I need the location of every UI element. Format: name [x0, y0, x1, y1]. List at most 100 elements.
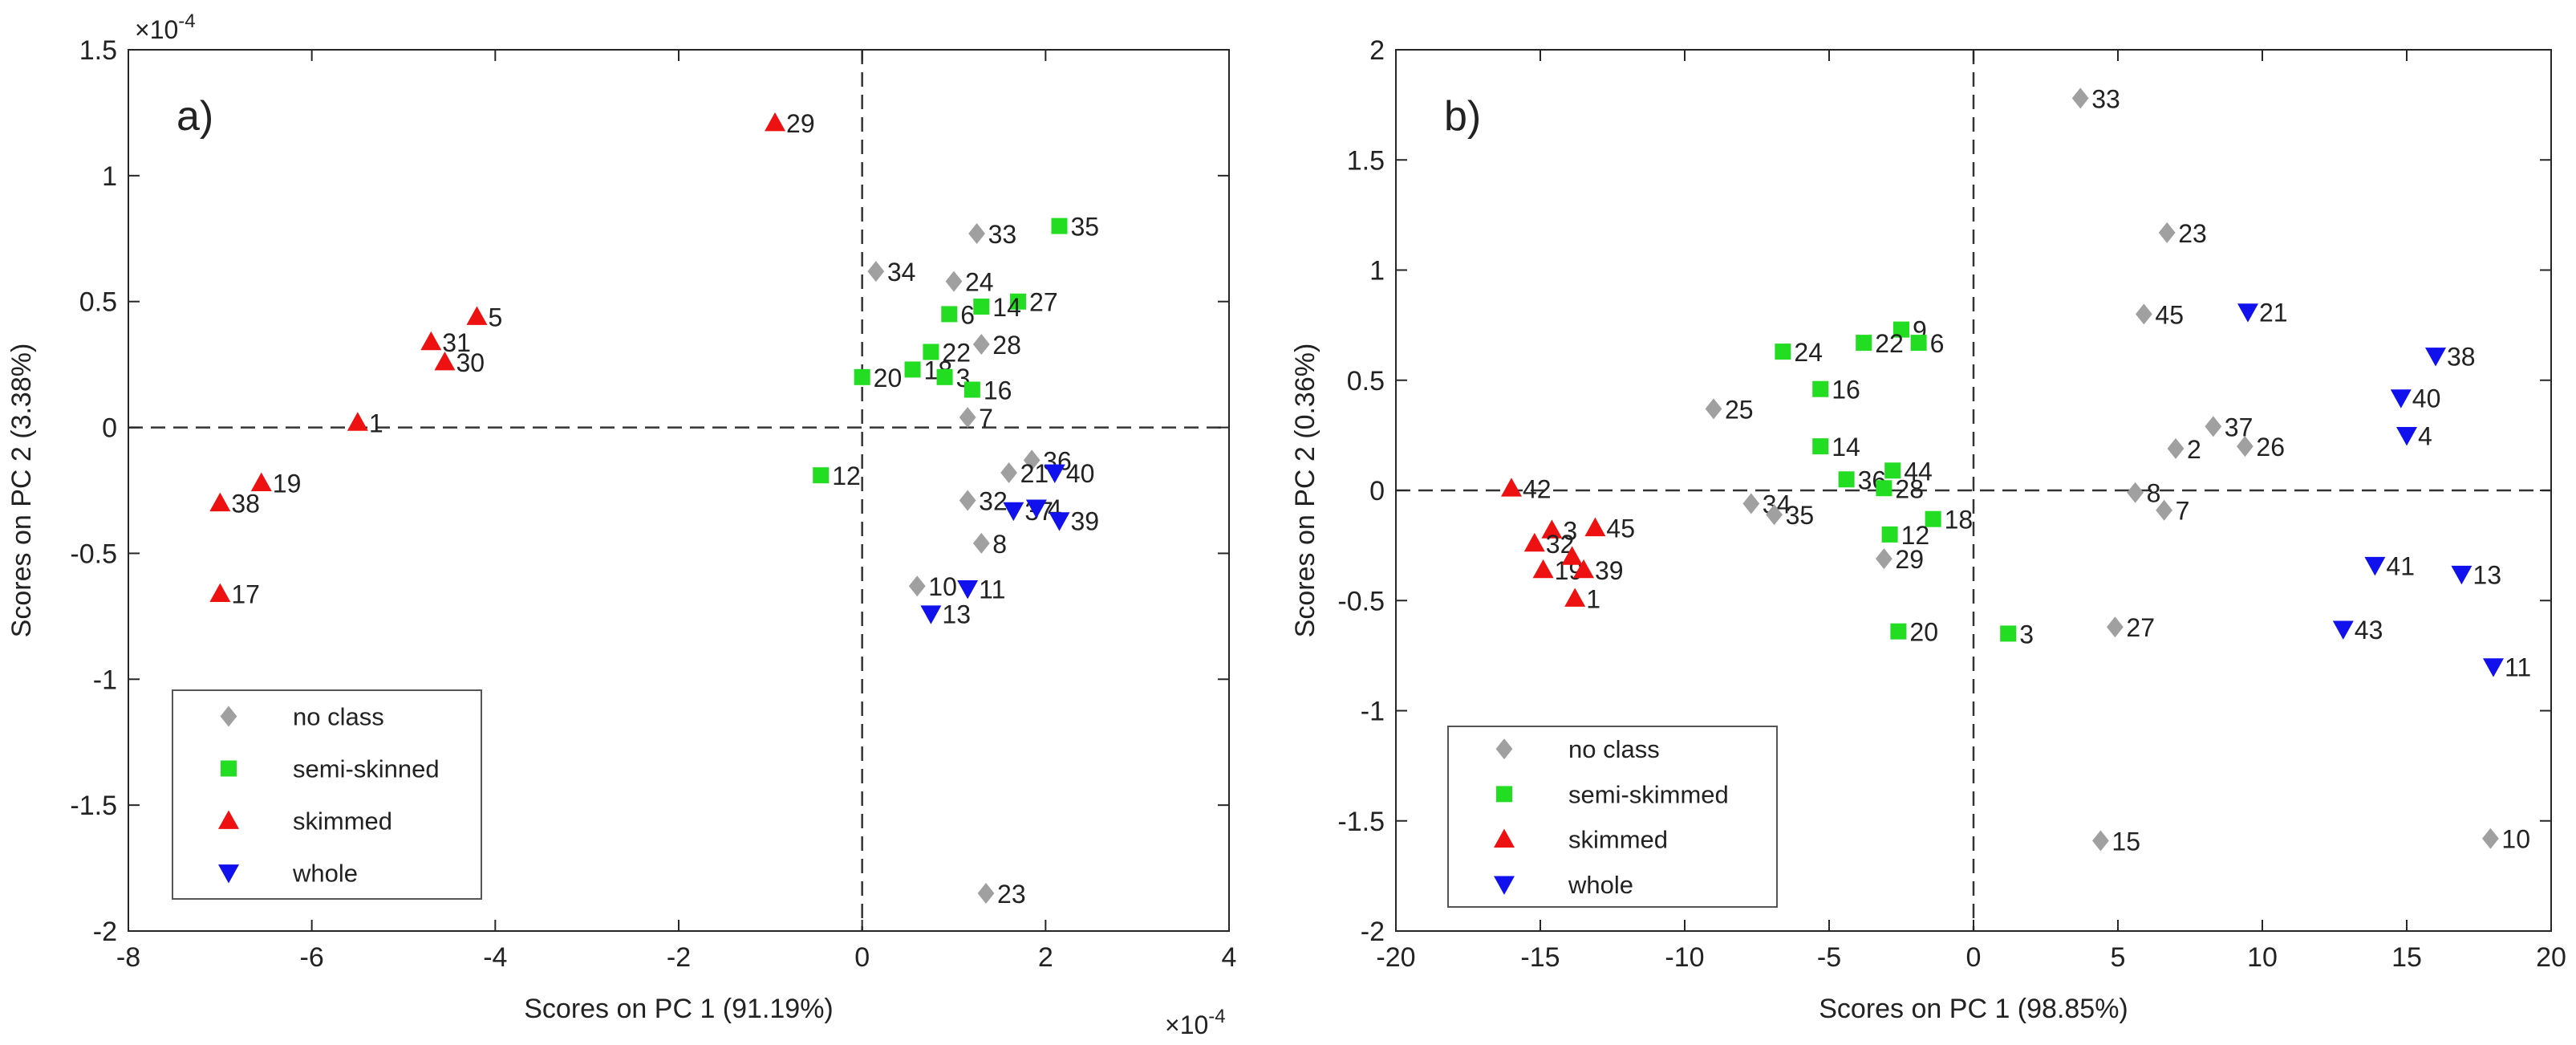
point-label: 19 — [273, 470, 302, 498]
point-label: 7 — [979, 404, 993, 433]
data-point-diamond — [959, 490, 976, 511]
data-point-square — [2000, 625, 2017, 642]
legend-marker-triangle-down — [1494, 876, 1515, 895]
x-tick-label: 0 — [1966, 942, 1982, 973]
point-label: 14 — [992, 293, 1021, 322]
panel-b-scatter-plot: -20 -15 -10 -5 0 5 10 15 20 -2 -1.5 -1 -0.5 0 0.5 1 1.5 2… — [1290, 35, 2566, 1024]
y-tick-label: -0.5 — [70, 539, 117, 569]
data-point-triangle-down — [2390, 389, 2412, 409]
point-label: 38 — [2447, 343, 2476, 372]
data-point-triangle-down — [1044, 464, 1065, 484]
point-label: 12 — [832, 462, 861, 490]
point-label: 33 — [2091, 84, 2120, 113]
y-tick-label: -0.5 — [1337, 586, 1385, 616]
point-label: 7 — [2176, 497, 2190, 526]
data-point-triangle-up — [1541, 519, 1563, 539]
point-label: 12 — [1901, 521, 1930, 550]
x-tick-label: 0 — [854, 942, 870, 973]
point-label: 28 — [1895, 474, 1924, 503]
legend-label: no class — [293, 703, 384, 731]
data-point-square — [1890, 623, 1907, 640]
legend-label: no class — [1568, 735, 1660, 763]
data-point-diamond — [2237, 436, 2253, 457]
data-point-square — [1010, 293, 1027, 310]
data-point-diamond — [1000, 462, 1017, 484]
point-label: 26 — [2256, 433, 2285, 462]
data-point-triangle-down — [1025, 499, 1047, 518]
data-point-square — [1856, 335, 1872, 352]
data-point-square — [1884, 462, 1901, 479]
data-point-diamond — [2205, 416, 2222, 437]
data-point-square — [941, 306, 958, 323]
point-label: 23 — [997, 880, 1026, 909]
point-label: 13 — [942, 600, 971, 629]
data-point-triangle-up — [250, 472, 272, 491]
data-point-square — [854, 368, 870, 385]
point-label: 31 — [442, 328, 471, 357]
point-label: 20 — [874, 364, 903, 392]
point-label: 35 — [1786, 501, 1815, 530]
legend-label: whole — [292, 860, 358, 888]
legend-marker-triangle-down — [218, 864, 239, 884]
data-point-diamond — [2482, 827, 2499, 849]
legend-label: semi-skimmed — [1568, 780, 1729, 808]
point-label: 39 — [1070, 507, 1099, 536]
point-label: 6 — [960, 300, 975, 329]
data-point-diamond — [968, 223, 985, 245]
data-point-triangle-up — [434, 352, 456, 371]
x-scale-factor: ×10-4 — [1165, 1006, 1226, 1039]
data-point-triangle-down — [2237, 303, 2258, 323]
y-scale-base: ×10 — [135, 15, 178, 44]
data-point-diamond — [2167, 437, 2185, 459]
point-label: 25 — [1725, 395, 1754, 424]
point-label: 2 — [2187, 435, 2201, 464]
data-point-square — [813, 467, 830, 484]
point-label: 35 — [1070, 213, 1099, 242]
panel-label: b) — [1444, 93, 1481, 140]
point-label: 39 — [1595, 556, 1624, 585]
point-label: 40 — [1066, 459, 1095, 488]
point-label: 1 — [1586, 585, 1600, 614]
point-label: 21 — [2259, 299, 2288, 327]
data-point-triangle-up — [1523, 532, 1545, 552]
data-point-triangle-up — [1584, 517, 1606, 537]
point-label: 20 — [1909, 618, 1938, 647]
point-label: 16 — [1832, 376, 1860, 405]
data-point-square — [1812, 438, 1829, 455]
y-tick-label: 0.5 — [1347, 366, 1385, 396]
legend-label: whole — [1568, 871, 1633, 899]
x-tick-label: 20 — [2536, 942, 2566, 973]
data-point-square — [973, 298, 990, 315]
point-label: 42 — [1523, 474, 1552, 503]
x-axis-label: Scores on PC 1 (98.85%) — [1819, 994, 2128, 1024]
x-tick-label: -6 — [300, 942, 324, 973]
data-point-triangle-up — [765, 112, 786, 132]
point-label: 16 — [984, 376, 1012, 405]
data-point-square — [1812, 380, 1829, 397]
point-label: 37 — [2225, 413, 2253, 441]
point-label: 43 — [2355, 616, 2383, 644]
data-point-triangle-down — [2332, 620, 2354, 640]
y-tick-label: -2 — [1361, 917, 1385, 947]
y-scale-factor: ×10-4 — [135, 10, 196, 44]
y-tick-label: 1 — [1369, 256, 1385, 287]
legend-marker-diamond — [1495, 738, 1513, 760]
data-point-triangle-down — [2364, 556, 2386, 576]
point-label: 27 — [1029, 288, 1058, 317]
y-tick-label: 0 — [102, 413, 117, 444]
point-label: 29 — [1895, 545, 1924, 574]
data-point-triangle-up — [1532, 559, 1554, 579]
legend-marker-square — [1496, 786, 1512, 803]
data-point-diamond — [1876, 548, 1892, 570]
point-label: 45 — [1606, 514, 1635, 543]
data-point-triangle-up — [1573, 559, 1594, 579]
data-point-diamond — [972, 334, 990, 356]
legend-label: skimmed — [293, 807, 392, 836]
data-point-diamond — [908, 575, 926, 597]
data-point-triangle-down — [1003, 502, 1024, 522]
panel-label: a) — [176, 93, 213, 140]
data-point-diamond — [2158, 222, 2176, 243]
data-point-diamond — [867, 261, 885, 283]
point-label: 3 — [2019, 620, 2034, 649]
